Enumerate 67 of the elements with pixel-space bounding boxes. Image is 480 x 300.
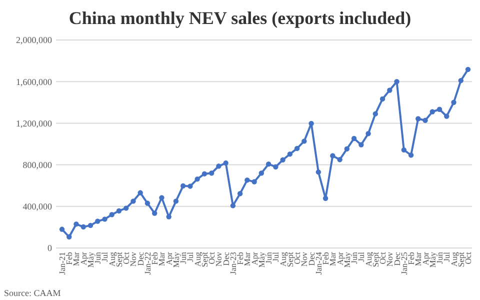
point (102, 216, 108, 222)
point (74, 221, 79, 227)
point (358, 142, 364, 148)
point (80, 224, 86, 230)
y-tick-label: 800,000 (22, 160, 52, 170)
point (351, 136, 357, 142)
point (124, 206, 129, 211)
point (337, 157, 342, 162)
point (401, 147, 406, 153)
point (194, 176, 200, 182)
point (138, 190, 143, 196)
point (394, 79, 400, 84)
point (273, 164, 278, 170)
x-tick-label: Jan-21 (57, 252, 67, 275)
point (244, 177, 250, 183)
point (465, 66, 471, 72)
point (166, 214, 172, 220)
point (216, 164, 222, 169)
chart-title: China monthly NEV sales (exports included) (68, 8, 412, 28)
point (451, 100, 456, 105)
point (330, 153, 336, 158)
point (366, 131, 371, 136)
y-tick-label: 1,600,000 (16, 76, 52, 87)
point (116, 208, 122, 214)
point (188, 184, 193, 189)
point (130, 198, 136, 204)
point (223, 160, 228, 166)
y-tick-label: 1,200,000 (16, 118, 52, 128)
point (408, 152, 414, 158)
point (372, 111, 378, 116)
point (95, 218, 100, 224)
point (344, 146, 350, 152)
point (280, 157, 286, 163)
point (237, 191, 243, 196)
point (458, 78, 464, 84)
point (252, 179, 257, 184)
point (294, 146, 300, 152)
point (173, 198, 179, 204)
y-tick-label: 400,000 (22, 202, 52, 212)
point (416, 116, 421, 122)
point (59, 226, 65, 232)
point (202, 171, 208, 176)
point (266, 161, 272, 167)
point (436, 106, 442, 112)
point (258, 170, 264, 176)
source-note: Source: CAAM (4, 288, 61, 298)
point (387, 88, 392, 93)
point (430, 109, 435, 114)
point (287, 151, 293, 157)
point (444, 114, 450, 119)
point (159, 195, 164, 200)
point (109, 212, 114, 218)
point (230, 203, 236, 208)
point (208, 170, 214, 176)
point (422, 118, 428, 123)
point (88, 222, 94, 228)
point (380, 96, 386, 102)
point (322, 196, 328, 201)
point (144, 200, 150, 206)
point (66, 234, 72, 240)
point (152, 210, 158, 216)
y-tick-label: 2,000,000 (16, 35, 52, 46)
y-tick-label: 0 (48, 243, 52, 254)
point (308, 120, 314, 126)
point (180, 183, 186, 189)
point (316, 169, 322, 175)
point (302, 138, 307, 144)
